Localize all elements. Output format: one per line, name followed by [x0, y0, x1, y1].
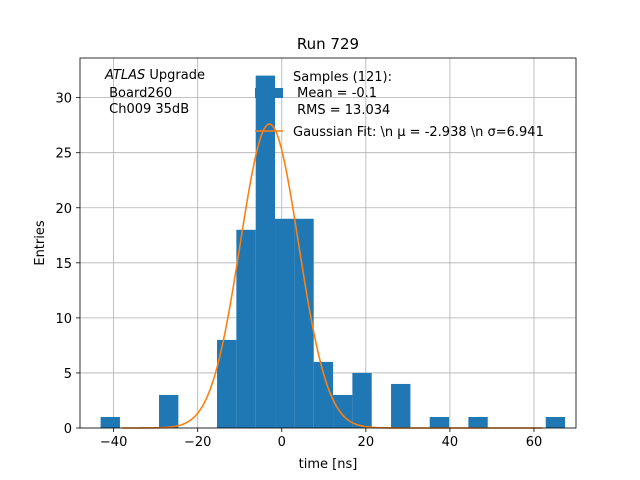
y-tick-label: 20: [55, 202, 72, 217]
annotation-italic: ATLAS: [104, 68, 145, 83]
x-tick-label: 40: [442, 435, 459, 450]
axis-ticks: −40 −20 0 20 40 60 0 5 10 15 20 25 30: [55, 92, 542, 450]
x-axis-label: time [ns]: [299, 457, 358, 472]
legend-samples-patch: [255, 88, 283, 98]
x-tick-label: 60: [526, 435, 543, 450]
annotation-line3: Ch009 35dB: [105, 102, 189, 117]
histogram-bar: [100, 416, 120, 428]
histogram-bar: [468, 416, 488, 428]
chart-title: Run 729: [297, 35, 359, 53]
histogram-bar: [391, 383, 411, 428]
y-tick-label: 0: [64, 422, 72, 437]
histogram-bar: [333, 394, 353, 428]
histogram-bar: [159, 394, 179, 428]
x-tick-label: −40: [100, 435, 127, 450]
atlas-annotation: ATLAS Upgrade Board260 Ch009 35dB: [104, 68, 205, 117]
y-axis-label: Entries: [33, 220, 48, 266]
plot-frame: [79, 57, 577, 429]
y-tick-label: 30: [55, 92, 72, 107]
histogram-bar: [236, 229, 256, 428]
histogram-bar: [294, 218, 314, 428]
svg-text:ATLAS Upgrade: ATLAS Upgrade: [104, 68, 205, 83]
legend: Samples (121): Mean = -0.1 RMS = 13.034 …: [255, 70, 544, 140]
grid-lines: [80, 58, 576, 429]
histogram-bar: [352, 372, 372, 428]
y-tick-label: 25: [55, 147, 72, 162]
y-tick-label: 10: [55, 312, 72, 327]
x-tick-label: 0: [278, 435, 286, 450]
x-tick-label: −20: [184, 435, 211, 450]
histogram-bars: [100, 75, 566, 428]
y-tick-label: 15: [55, 257, 72, 272]
annotation-line1: Upgrade: [145, 68, 205, 83]
legend-samples-line2: Mean = -0.1: [293, 86, 377, 101]
histogram-bar: [255, 75, 276, 428]
legend-samples-line3: RMS = 13.034: [293, 103, 390, 118]
histogram-bar: [275, 218, 295, 428]
histogram-bar: [313, 361, 334, 428]
histogram-bar: [545, 416, 566, 428]
y-tick-label: 5: [64, 367, 72, 382]
legend-fit-label: Gaussian Fit: \n μ = -2.938 \n σ=6.941: [293, 125, 544, 140]
histogram-bar: [429, 416, 450, 428]
annotation-line2: Board260: [105, 86, 172, 101]
histogram-bar: [217, 339, 237, 428]
legend-samples-line1: Samples (121):: [293, 70, 392, 85]
x-tick-label: 20: [358, 435, 375, 450]
